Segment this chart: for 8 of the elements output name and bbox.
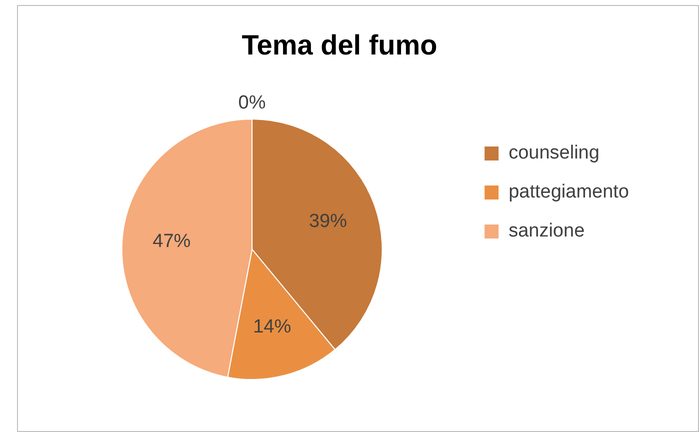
data-label: 47% [152,230,191,252]
legend-label: sanzione [508,220,585,242]
text: 0% [238,92,266,114]
chart-title: Tema del fumo [242,30,438,61]
data-label: 39% [308,211,348,232]
legend-label: counseling [508,142,600,164]
legend-label: pattegiamento [508,182,629,203]
data-label: 14% [253,316,292,338]
